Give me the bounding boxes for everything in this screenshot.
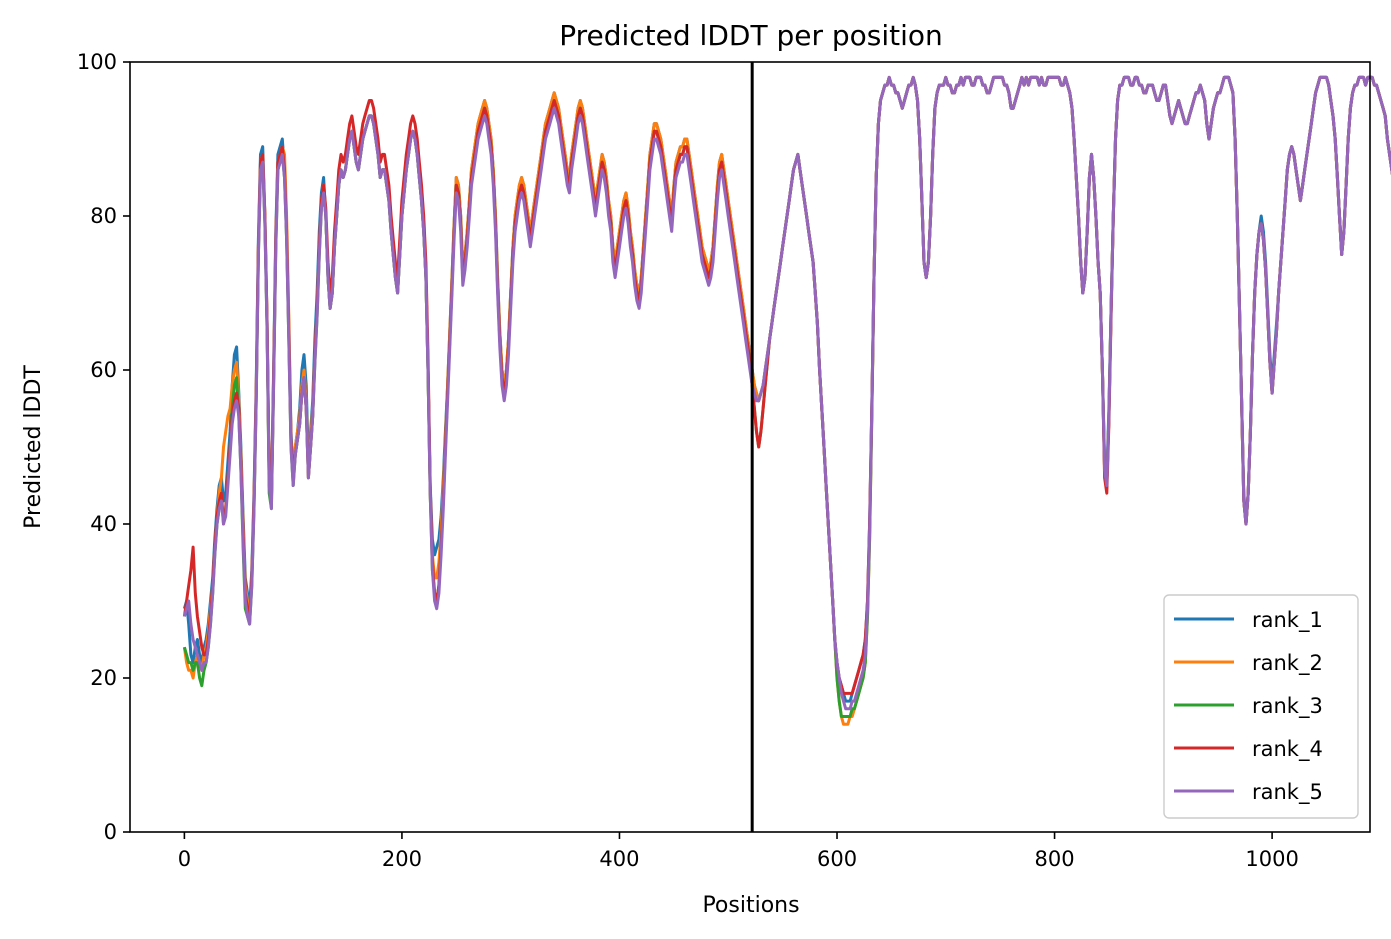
plot-frame — [129, 61, 1371, 833]
legend-box — [1163, 594, 1359, 819]
legend-label-rank_2: rank_2 — [1252, 651, 1323, 676]
x-tick-label: 0 — [178, 847, 191, 871]
legend-label-rank_4: rank_4 — [1252, 737, 1323, 762]
legend-label-rank_1: rank_1 — [1252, 608, 1323, 633]
legend: rank_1 rank_2 rank_3 rank_4 rank_5 — [1163, 594, 1359, 819]
x-axis-ticks: 0 200 400 600 800 1000 — [178, 832, 1299, 871]
plot-lines — [182, 75, 1391, 726]
series-line-rank_5 — [182, 75, 1391, 711]
x-tick-label: 800 — [1035, 847, 1075, 871]
y-tick-label: 20 — [90, 666, 117, 690]
y-axis-label: Predicted lDDT — [21, 365, 46, 529]
y-tick-label: 0 — [104, 820, 117, 844]
chart-title: Predicted lDDT per position — [559, 19, 943, 52]
x-tick-label: 200 — [382, 847, 422, 871]
x-tick-label: 400 — [599, 847, 639, 871]
x-axis-label: Positions — [702, 893, 799, 918]
x-tick-label: 1000 — [1245, 847, 1298, 871]
y-tick-label: 60 — [90, 358, 117, 382]
y-tick-label: 80 — [90, 204, 117, 228]
legend-label-rank_3: rank_3 — [1252, 694, 1323, 719]
legend-label-rank_5: rank_5 — [1252, 780, 1323, 805]
y-tick-label: 40 — [90, 512, 117, 536]
y-axis-ticks: 0 20 40 60 80 100 — [77, 50, 130, 844]
y-tick-label: 100 — [77, 50, 117, 74]
x-tick-label: 600 — [817, 847, 857, 871]
